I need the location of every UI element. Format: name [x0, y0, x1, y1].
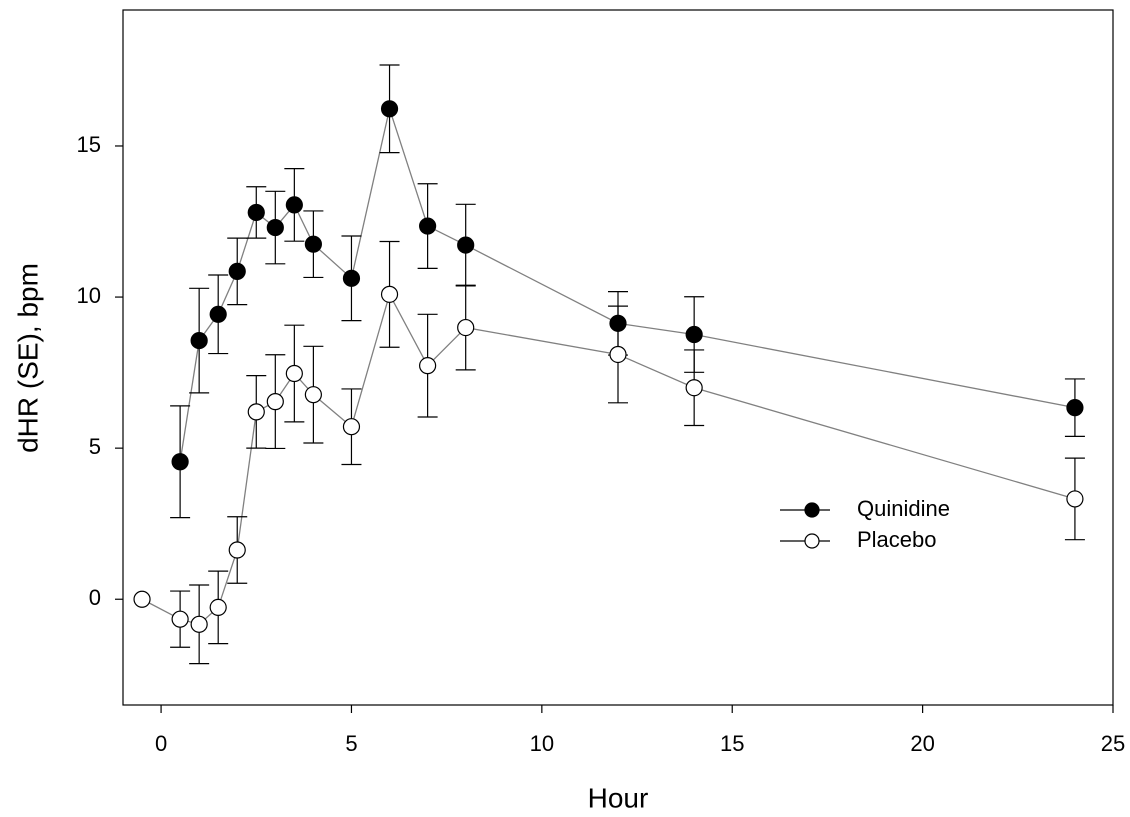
legend-label: Placebo	[857, 527, 937, 552]
marker	[419, 217, 437, 235]
marker	[609, 314, 627, 332]
x-axis-label: Hour	[588, 782, 649, 813]
marker	[685, 325, 703, 344]
marker	[247, 203, 265, 222]
marker	[457, 236, 475, 254]
marker	[457, 318, 475, 337]
legend-marker	[804, 502, 820, 518]
y-tick-label: 5	[89, 434, 101, 459]
x-tick-label: 5	[345, 731, 357, 756]
marker	[266, 393, 284, 411]
marker	[285, 364, 303, 383]
marker	[209, 305, 227, 323]
marker	[342, 418, 361, 436]
y-tick-label: 15	[77, 132, 101, 157]
x-tick-label: 15	[720, 731, 744, 756]
marker	[304, 235, 322, 253]
marker	[266, 218, 284, 237]
marker	[304, 386, 322, 404]
x-tick-label: 10	[530, 731, 554, 756]
y-axis-label: dHR (SE), bpm	[12, 263, 43, 453]
marker	[190, 331, 208, 350]
marker	[380, 100, 399, 118]
series-line	[179, 106, 1076, 462]
marker	[609, 345, 627, 364]
marker	[209, 598, 227, 616]
marker	[171, 453, 189, 471]
marker	[133, 590, 151, 608]
legend-label: Quinidine	[857, 496, 950, 521]
marker	[342, 269, 361, 287]
x-tick-label: 25	[1101, 731, 1125, 756]
marker	[228, 541, 246, 559]
series-line	[141, 292, 1076, 626]
marker	[380, 285, 399, 303]
marker	[190, 615, 208, 633]
y-tick-label: 0	[89, 585, 101, 610]
y-tick-label: 10	[77, 283, 101, 308]
marker	[1066, 399, 1084, 417]
x-tick-label: 20	[910, 731, 934, 756]
marker	[247, 403, 265, 421]
marker	[419, 357, 437, 375]
legend-marker	[804, 533, 820, 549]
x-tick-label: 0	[155, 731, 167, 756]
marker	[228, 262, 246, 280]
marker	[685, 379, 703, 397]
marker	[171, 610, 189, 628]
marker	[1066, 490, 1084, 508]
marker	[285, 196, 303, 214]
plot-frame	[122, 9, 1114, 706]
